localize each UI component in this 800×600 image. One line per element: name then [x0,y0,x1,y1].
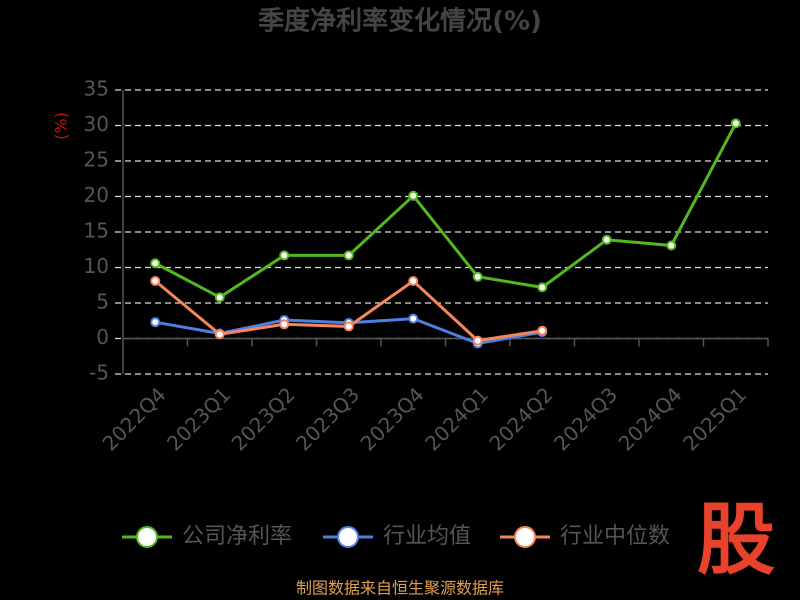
y-tick-label: 30 [84,112,109,136]
legend-label: 行业均值 [383,524,471,549]
x-tick-label: 2023Q4 [356,382,429,455]
data-point [666,240,677,251]
y-tick-label: 20 [84,183,109,207]
y-tick-label: 5 [96,290,109,314]
series-line [154,122,738,300]
data-point [537,325,548,336]
data-point [601,234,612,245]
legend-marker [136,526,158,548]
data-point [537,282,548,293]
y-axis-label: (%) [52,112,71,140]
y-tick-label: 10 [84,254,109,278]
data-point [730,118,741,129]
x-tick-label: 2025Q1 [678,382,751,455]
x-tick-label: 2024Q3 [549,382,622,455]
legend-marker [337,526,359,548]
data-point [279,319,290,330]
y-tick-label: 15 [84,219,109,243]
y-tick-label: -5 [89,361,109,385]
x-tick-label: 2024Q2 [485,382,558,455]
data-point [408,190,419,201]
source: 制图数据来自恒生聚源数据库 [296,579,504,598]
legend-marker [514,526,536,548]
data-point [408,313,419,324]
data-point [150,275,161,286]
legend-label: 行业中位数 [560,524,670,549]
data-point [214,329,225,340]
logo: 股 [697,495,775,585]
y-tick-label: 35 [84,77,109,101]
x-tick-label: 2023Q1 [162,382,235,455]
y-tick-label: 25 [84,148,109,172]
legend-label: 公司净利率 [182,524,292,549]
data-point [150,258,161,269]
data-point [343,321,354,332]
data-point [408,275,419,286]
x-tick-label: 2024Q1 [420,382,493,455]
chart-title: 季度净利率变化情况(%) [258,6,542,37]
x-tick-label: 2023Q3 [291,382,364,455]
x-tick-label: 2023Q2 [227,382,300,455]
data-point [472,335,483,346]
y-tick-label: 0 [96,325,109,349]
x-tick-label: 2022Q4 [98,382,171,455]
data-point [343,250,354,261]
data-point [279,250,290,261]
x-tick-label: 2024Q4 [614,382,687,455]
data-point [472,271,483,282]
data-point [214,292,225,303]
data-point [150,317,161,328]
